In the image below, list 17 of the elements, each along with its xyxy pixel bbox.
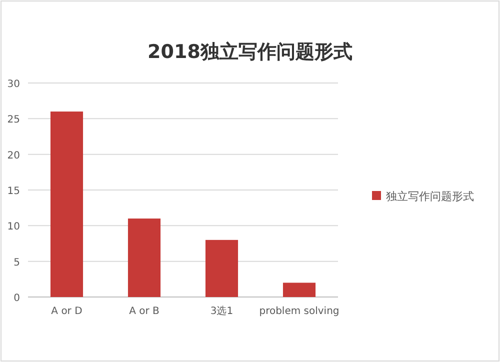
x-tick-label: 3选1 [210,305,234,317]
y-tick-label: 20 [7,150,20,162]
x-tick-label: problem solving [259,306,340,317]
x-tick-label: A or B [129,306,160,317]
y-tick-label: 5 [14,257,20,268]
bar [50,112,84,297]
y-tick-label: 10 [7,222,20,233]
y-tick-label: 15 [7,186,20,197]
chart-title: 2018独立写作问题形式 [148,41,352,63]
y-tick-label: 25 [7,114,20,126]
y-tick-label: 30 [7,79,20,90]
legend-label: 独立写作问题形式 [386,190,474,203]
bar [282,282,316,297]
y-tick-label: 0 [14,293,20,304]
x-tick-label: A or D [51,306,83,317]
bar [205,240,238,297]
bar [128,218,161,297]
